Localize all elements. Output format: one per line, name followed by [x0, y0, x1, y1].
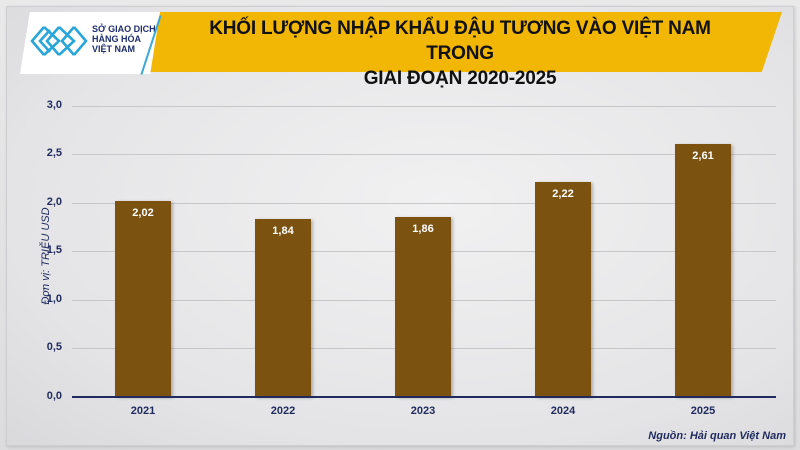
bar-2025: 2,61: [675, 144, 731, 397]
chart-title-line-2: GIAI ĐOẠN 2020-2025: [363, 68, 557, 89]
gridline-2-0: [72, 203, 776, 204]
x-tick-label: 2024: [550, 405, 576, 417]
y-tick-label: 2,0: [46, 196, 62, 208]
bar-2023: 1,86: [395, 217, 451, 397]
y-tick-label: 1,5: [46, 244, 62, 256]
bar-value-label: 2,02: [132, 207, 154, 219]
y-axis-label: Đơn vị: TRIỆU USD: [40, 207, 52, 305]
bar-2022: 1,84: [255, 219, 311, 397]
logo-line-1: SỞ GIAO DỊCH: [92, 24, 156, 34]
y-tick-label: 3,0: [46, 99, 62, 111]
bar-value-label: 2,61: [692, 150, 714, 162]
logo-text: SỞ GIAO DỊCH HÀNG HÓA VIỆT NAM: [92, 24, 162, 54]
x-tick-label: 2025: [690, 405, 716, 417]
y-tick-label: 1,0: [46, 293, 62, 305]
y-tick-label: 2,5: [46, 147, 62, 159]
title-band: [108, 12, 782, 72]
gridline-2-5: [72, 154, 776, 155]
chart-title: KHỐI LƯỢNG NHẬP KHẨU ĐẬU TƯƠNG VÀO VIỆT …: [180, 16, 740, 91]
bar-value-label: 2,22: [552, 188, 574, 200]
bar-2024: 2,22: [535, 182, 591, 397]
x-tick-label: 2023: [410, 405, 436, 417]
bar-value-label: 1,84: [272, 225, 294, 237]
y-tick-label: 0,5: [46, 341, 62, 353]
y-tick-label: 0,0: [46, 390, 62, 402]
x-tick-label: 2022: [270, 405, 296, 417]
bar-value-label: 1,86: [412, 223, 434, 235]
logo-line-2: HÀNG HÓA: [92, 34, 141, 44]
logo-line-3: VIỆT NAM: [92, 44, 136, 54]
gridline-3-0: [72, 106, 776, 107]
source-note: Nguồn: Hải quan Việt Nam: [648, 430, 786, 442]
bar-2021: 2,02: [115, 201, 171, 397]
chart-title-line-1: KHỐI LƯỢNG NHẬP KHẨU ĐẬU TƯƠNG VÀO VIỆT …: [209, 18, 711, 64]
x-tick-label: 2021: [130, 405, 156, 417]
x-axis-line: [72, 396, 776, 398]
sgd-hang-hoa-logo-icon: [30, 26, 88, 56]
